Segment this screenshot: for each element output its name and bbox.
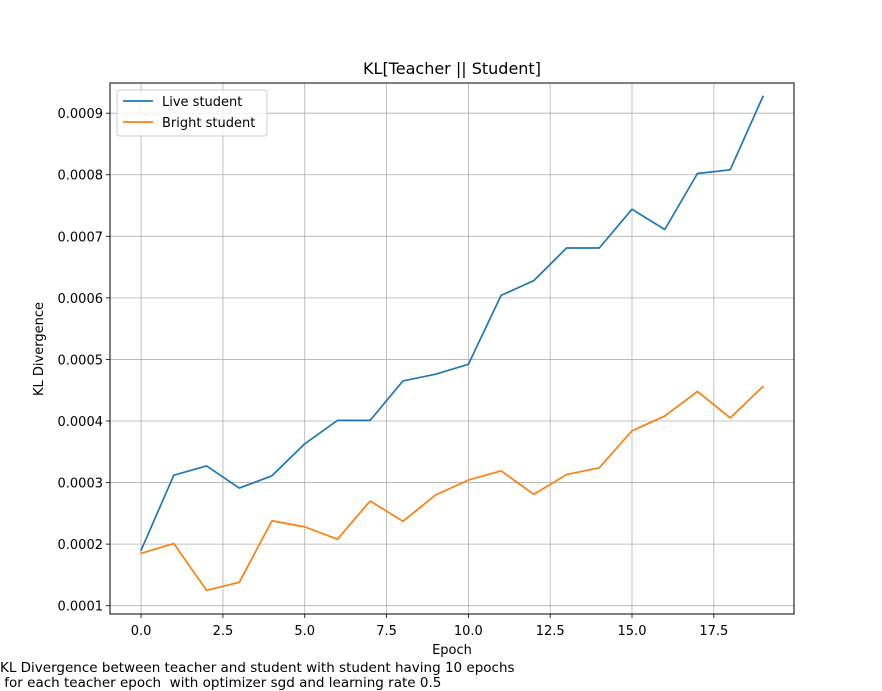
series-lines	[139, 95, 765, 592]
y-tick-label: 0.0008	[58, 169, 104, 184]
y-tick-label: 0.0006	[58, 292, 104, 307]
x-tick-label: 15.0	[618, 624, 647, 639]
y-tick-label: 0.0004	[58, 415, 104, 430]
legend-box	[116, 89, 268, 137]
legend: Live student Bright student	[116, 89, 268, 137]
plot-frame	[109, 82, 795, 615]
y-tick-label: 0.0005	[58, 353, 104, 368]
chart-title: KL[Teacher || Student]	[363, 59, 541, 78]
x-axis-label: Epoch	[432, 643, 472, 658]
figure-caption-line-2: for each teacher epoch with optimizer sg…	[0, 675, 442, 691]
x-tick-label: 2.5	[213, 624, 234, 639]
axis-ticks: 0.0 2.5 5.0 7.5 10.0 12.5 15.0 17.5 0.0001 0.0002…	[58, 107, 729, 639]
grid-lines	[110, 83, 794, 614]
legend-label-live-student: Live student	[162, 95, 242, 110]
x-tick-label: 10.0	[454, 624, 483, 639]
x-tick-label: 7.5	[376, 624, 397, 639]
y-tick-label: 0.0002	[58, 538, 104, 553]
x-tick-label: 0.0	[131, 624, 152, 639]
figure-caption-line-1: KL Divergence between teacher and studen…	[0, 660, 515, 676]
y-tick-label: 0.0003	[58, 477, 104, 492]
x-tick-label: 17.5	[699, 624, 728, 639]
y-tick-label: 0.0007	[58, 230, 104, 245]
y-tick-label: 0.0009	[58, 107, 104, 122]
legend-label-bright-student: Bright student	[162, 116, 255, 131]
y-axis-label: KL Divergence	[32, 302, 47, 396]
series-line-live-student	[139, 95, 765, 552]
x-tick-label: 5.0	[294, 624, 315, 639]
series-line-bright-student	[140, 385, 765, 592]
x-tick-label: 12.5	[536, 624, 565, 639]
y-tick-label: 0.0001	[58, 600, 104, 615]
